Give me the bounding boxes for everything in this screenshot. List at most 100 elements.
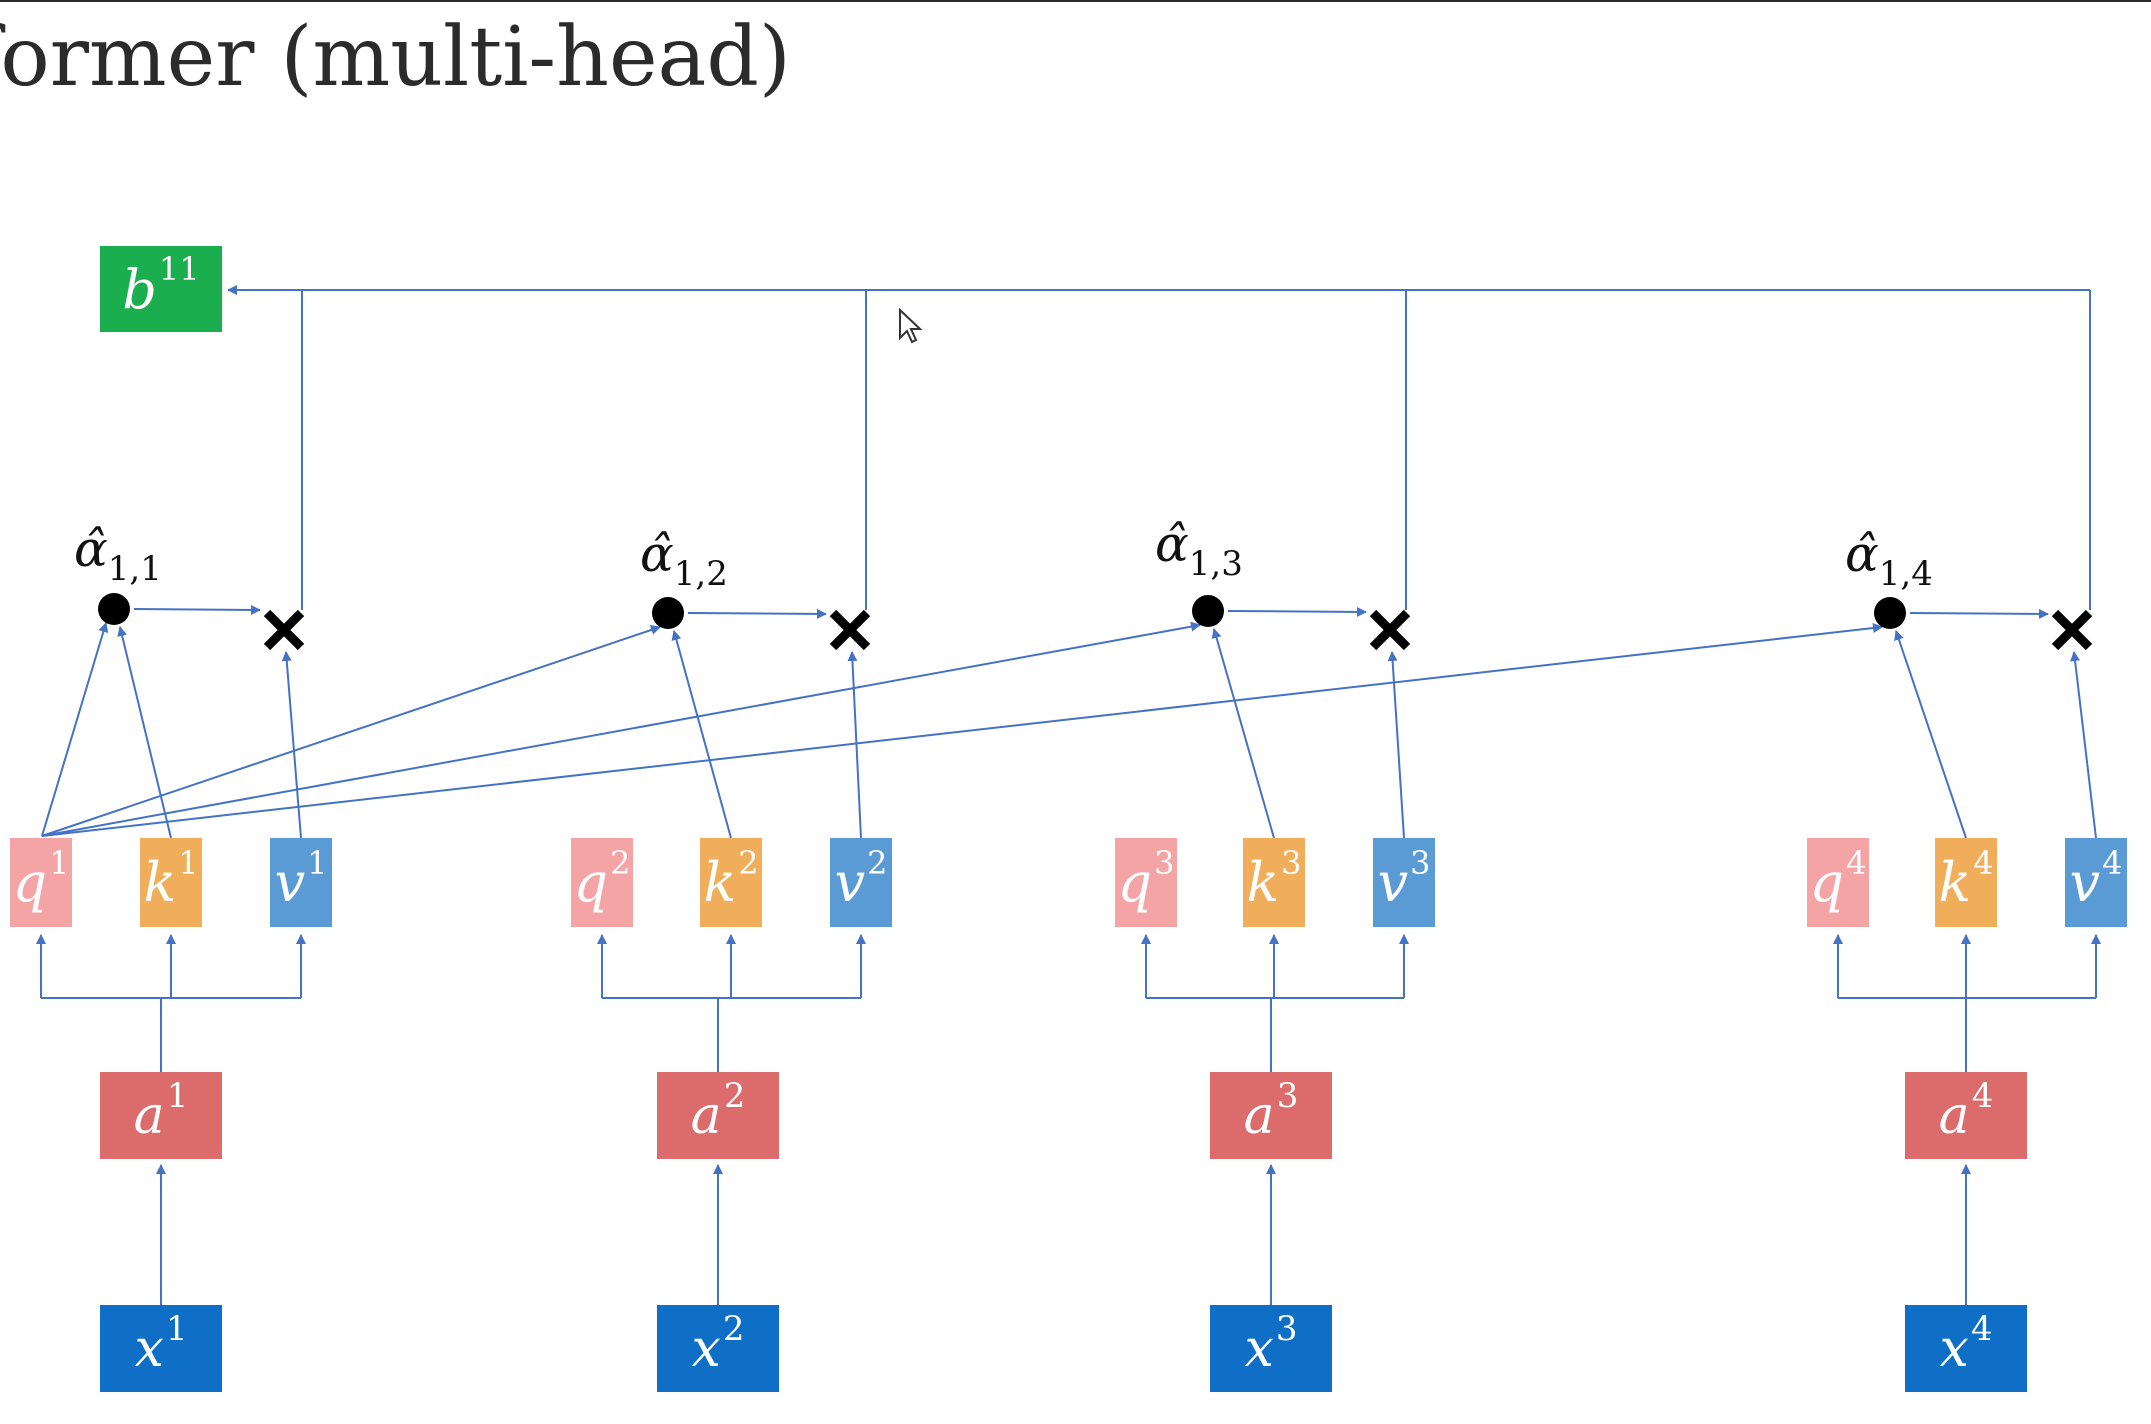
arrow-k-to-score [117, 626, 172, 839]
embedding-a3-superscript: 3 [1276, 1075, 1299, 1116]
attention-score-dot-4 [1874, 597, 1906, 629]
query-q4-superscript: 4 [1846, 843, 1867, 882]
query-q2-symbol: q [573, 851, 609, 914]
output-b11: b 11 [100, 246, 222, 332]
input-x2-superscript: 2 [722, 1308, 745, 1349]
multiply-node-3 [1369, 609, 1411, 651]
output-b11-superscript: 11 [158, 250, 200, 288]
input-x1-superscript: 1 [165, 1308, 188, 1349]
arrow-v-to-multiply [2070, 651, 2097, 839]
arrow-v-to-multiply [847, 651, 862, 839]
embedding-a4-superscript: 4 [1971, 1075, 1994, 1116]
key-k1-superscript: 1 [178, 843, 199, 882]
query-q1-symbol: q [12, 851, 48, 914]
key-k4-symbol: k [1938, 851, 1972, 914]
query-q2-superscript: 2 [610, 843, 631, 882]
slide-title: former (multi-head) [0, 10, 791, 105]
input-x1-symbol: x [134, 1318, 164, 1379]
input-x2-symbol: x [691, 1318, 721, 1379]
alpha-subscript: 1,4 [1878, 554, 1933, 594]
arrow-score-to-multiply [1227, 606, 1367, 617]
alpha-subscript: 1,3 [1188, 544, 1243, 584]
arrow-v-to-multiply [1387, 651, 1405, 839]
query-q4-symbol: q [1809, 851, 1845, 914]
embedding-a1-superscript: 1 [166, 1075, 189, 1116]
attention-score-label-3: α̂1,3 [1155, 515, 1243, 584]
attention-score-label-2: α̂1,2 [640, 525, 728, 594]
arrow-q1-to-score-2 [41, 625, 661, 837]
input-x4-superscript: 4 [1970, 1308, 1993, 1349]
alpha-hat-symbol: α̂ [1845, 525, 1879, 583]
embedding-a4-symbol: a [1938, 1085, 1970, 1146]
attention-score-label-4: α̂1,4 [1845, 525, 1933, 594]
multiply-node-4 [2051, 609, 2093, 651]
embedding-a1-symbol: a [133, 1085, 165, 1146]
mouse-cursor-icon [899, 307, 923, 344]
alpha-subscript: 1,1 [107, 549, 162, 589]
input-x3-symbol: x [1244, 1318, 1274, 1379]
value-v4-symbol: v [2069, 851, 2101, 914]
value-v1-symbol: v [274, 851, 306, 914]
attention-score-label-1: α̂1,1 [74, 520, 162, 589]
arrow-score-to-multiply [1909, 608, 2049, 619]
key-k1-symbol: k [143, 851, 177, 914]
arrow-k-to-score [1211, 628, 1275, 839]
arrow-q1-to-score-3 [41, 621, 1201, 837]
top-border [0, 0, 2151, 2]
multiply-node-2 [829, 609, 871, 651]
key-k3-symbol: k [1246, 851, 1280, 914]
attention-score-dot-1 [98, 593, 130, 625]
output-b11-symbol: b [122, 257, 157, 321]
value-v4-superscript: 4 [2102, 843, 2123, 882]
value-v2-superscript: 2 [867, 843, 888, 882]
query-q3-symbol: q [1117, 851, 1153, 914]
embedding-a3-symbol: a [1243, 1085, 1275, 1146]
alpha-hat-symbol: α̂ [74, 520, 108, 578]
alpha-hat-symbol: α̂ [1155, 515, 1189, 573]
alpha-subscript: 1,2 [673, 554, 728, 594]
arrow-k-to-score [1894, 630, 1967, 839]
arrow-q1-to-score-4 [41, 623, 1883, 837]
key-k2-symbol: k [703, 851, 737, 914]
arrow-score-to-multiply [133, 604, 261, 615]
arrow-k-to-score [671, 630, 732, 839]
arrow-q1-to-score-1 [41, 622, 109, 837]
input-x4-symbol: x [1939, 1318, 1969, 1379]
attention-score-dot-3 [1192, 595, 1224, 627]
value-v2-symbol: v [834, 851, 866, 914]
embedding-a2-superscript: 2 [723, 1075, 746, 1116]
multiply-node-1 [263, 609, 305, 651]
query-q1-superscript: 1 [49, 843, 70, 882]
embedding-a2-symbol: a [690, 1085, 722, 1146]
key-k3-superscript: 3 [1281, 843, 1302, 882]
value-v3-symbol: v [1377, 851, 1409, 914]
arrow-score-to-multiply [687, 608, 827, 619]
value-v1-superscript: 1 [307, 843, 328, 882]
attention-score-dot-2 [652, 597, 684, 629]
key-k4-superscript: 4 [1973, 843, 1994, 882]
input-x3-superscript: 3 [1275, 1308, 1298, 1349]
value-v3-superscript: 3 [1410, 843, 1431, 882]
key-k2-superscript: 2 [738, 843, 759, 882]
alpha-hat-symbol: α̂ [640, 525, 674, 583]
